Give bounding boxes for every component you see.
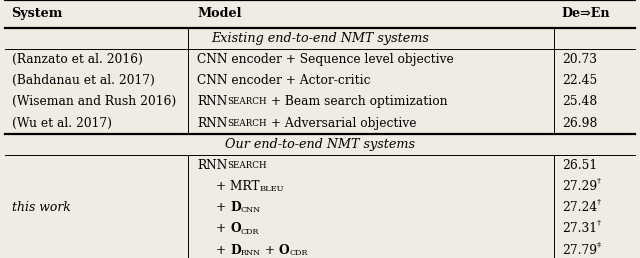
Text: 27.79: 27.79 bbox=[562, 244, 597, 256]
Text: RNN: RNN bbox=[197, 95, 227, 108]
Text: D: D bbox=[230, 201, 241, 214]
Text: RNN: RNN bbox=[241, 249, 261, 257]
Text: CDR: CDR bbox=[289, 249, 308, 257]
Text: 26.51: 26.51 bbox=[562, 159, 597, 172]
Text: RNN: RNN bbox=[197, 117, 227, 130]
Text: System: System bbox=[12, 7, 63, 20]
Text: 25.48: 25.48 bbox=[562, 95, 597, 108]
Text: 27.79: 27.79 bbox=[562, 244, 597, 256]
Text: RNN: RNN bbox=[197, 95, 227, 108]
Text: (Wu et al. 2017): (Wu et al. 2017) bbox=[12, 117, 111, 130]
Text: +: + bbox=[216, 244, 230, 256]
Text: 22.45: 22.45 bbox=[562, 74, 597, 87]
Text: O: O bbox=[279, 244, 289, 256]
Text: 27.29: 27.29 bbox=[562, 180, 597, 193]
Text: 26.98: 26.98 bbox=[562, 117, 597, 130]
Text: ‡: ‡ bbox=[597, 240, 601, 248]
Text: BLEU: BLEU bbox=[260, 185, 284, 193]
Text: CNN: CNN bbox=[241, 206, 261, 214]
Text: + MRT: + MRT bbox=[216, 180, 260, 193]
Text: (Wiseman and Rush 2016): (Wiseman and Rush 2016) bbox=[12, 95, 176, 108]
Text: + Adversarial objective: + Adversarial objective bbox=[267, 117, 417, 130]
Text: RNN: RNN bbox=[241, 249, 261, 257]
Text: RNN: RNN bbox=[197, 159, 227, 172]
Text: +: + bbox=[261, 244, 279, 256]
Text: SEARCH: SEARCH bbox=[227, 161, 267, 170]
Text: 27.31: 27.31 bbox=[562, 222, 597, 235]
Text: CNN encoder + Sequence level objective: CNN encoder + Sequence level objective bbox=[197, 53, 454, 66]
Text: RNN: RNN bbox=[197, 159, 227, 172]
Text: 27.24: 27.24 bbox=[562, 201, 597, 214]
Text: +: + bbox=[216, 244, 230, 256]
Text: CDR: CDR bbox=[289, 249, 308, 257]
Text: + Beam search optimization: + Beam search optimization bbox=[267, 95, 448, 108]
Text: O: O bbox=[230, 222, 241, 235]
Text: RNN: RNN bbox=[197, 117, 227, 130]
Text: 27.24: 27.24 bbox=[562, 201, 597, 214]
Text: this work: this work bbox=[12, 201, 70, 214]
Text: 20.73: 20.73 bbox=[562, 53, 597, 66]
Text: CDR: CDR bbox=[241, 228, 259, 236]
Text: 27.31: 27.31 bbox=[562, 222, 597, 235]
Text: De⇒En: De⇒En bbox=[562, 7, 611, 20]
Text: (Bahdanau et al. 2017): (Bahdanau et al. 2017) bbox=[12, 74, 154, 87]
Text: D: D bbox=[230, 244, 241, 256]
Text: †: † bbox=[597, 219, 601, 227]
Text: (Ranzato et al. 2016): (Ranzato et al. 2016) bbox=[12, 53, 142, 66]
Text: 27.29: 27.29 bbox=[562, 180, 597, 193]
Text: Our end-to-end NMT systems: Our end-to-end NMT systems bbox=[225, 138, 415, 151]
Text: Existing end-to-end NMT systems: Existing end-to-end NMT systems bbox=[211, 32, 429, 45]
Text: †: † bbox=[597, 198, 602, 206]
Text: +: + bbox=[261, 244, 279, 256]
Text: +: + bbox=[216, 201, 230, 214]
Text: Model: Model bbox=[197, 7, 242, 20]
Text: CNN encoder + Actor-critic: CNN encoder + Actor-critic bbox=[197, 74, 371, 87]
Text: +: + bbox=[216, 201, 230, 214]
Text: + MRT: + MRT bbox=[216, 180, 260, 193]
Text: +: + bbox=[216, 222, 230, 235]
Text: †: † bbox=[597, 177, 602, 185]
Text: CNN: CNN bbox=[241, 206, 261, 214]
Text: CDR: CDR bbox=[241, 228, 259, 236]
Text: SEARCH: SEARCH bbox=[227, 98, 267, 106]
Text: +: + bbox=[216, 222, 230, 235]
Text: SEARCH: SEARCH bbox=[227, 119, 267, 127]
